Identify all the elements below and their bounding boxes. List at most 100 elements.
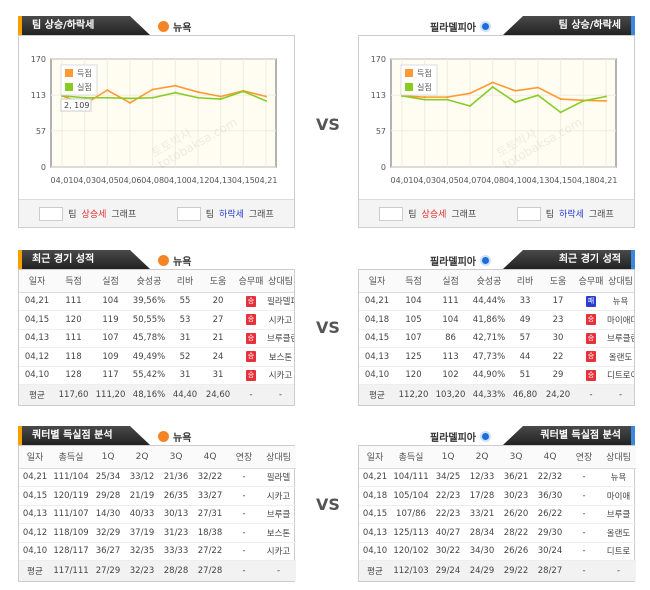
table-cell: - xyxy=(227,560,261,581)
table-cell: 04,13 xyxy=(362,527,388,538)
team-label: 필라델피아 xyxy=(430,19,491,34)
graph-icon xyxy=(176,206,201,221)
team-name: 뉴욕 xyxy=(173,257,192,268)
opponent-cell: 올랜도 xyxy=(606,528,631,539)
data-point xyxy=(537,94,539,97)
vs-label: VS xyxy=(316,115,340,134)
table-row: 04,21 111/104 25/34 33/12 21/36 32/22 - 필라델 xyxy=(19,468,296,487)
table-cell: 04,10 xyxy=(24,370,50,381)
y-tick-label: 57 xyxy=(36,127,46,136)
line-chart: 04,01 04,03 04,05 04,07 04,08 04,10 04,13 04,15… xyxy=(371,55,618,185)
team-name: 필라델피아 xyxy=(430,23,476,34)
table-cell: 24 xyxy=(212,351,224,362)
table-cell: - xyxy=(242,472,246,483)
data-point xyxy=(423,98,426,101)
graph-icon xyxy=(379,206,404,221)
table-cell: 36/30 xyxy=(537,490,563,501)
table-cell: 50,55% xyxy=(132,314,166,325)
x-tick-label: 04,03 xyxy=(413,176,436,185)
quarter-title: 쿼터별 득실점 분석 xyxy=(18,426,150,445)
table-cell: 27/22 xyxy=(197,546,223,557)
result-cell: 승 xyxy=(235,292,267,311)
table-row: 04,18 105/104 22/23 17/28 30/23 36/30 - 마이애 xyxy=(359,487,636,505)
table-cell: - xyxy=(575,384,607,405)
data-point xyxy=(514,89,517,92)
result-cell: 승 xyxy=(235,366,267,385)
column-header: 총득실 xyxy=(51,446,91,469)
table-cell: 21 xyxy=(212,333,224,344)
table-cell: 04,10 xyxy=(362,546,388,557)
x-tick-label: 04,10 xyxy=(504,176,527,185)
column-header: 4Q xyxy=(193,446,227,469)
y-tick-label: 0 xyxy=(41,163,46,172)
data-point xyxy=(491,81,494,84)
x-tick-label: 04,05 xyxy=(436,176,459,185)
table-cell: 27/28 xyxy=(193,560,227,581)
up-trend-graph-button[interactable]: 팀 상승세 그래프 xyxy=(39,206,137,221)
up-trend-graph-button[interactable]: 팀 상승세 그래프 xyxy=(379,206,476,221)
graph-icon xyxy=(39,206,64,221)
table-cell: - xyxy=(242,546,246,557)
header-row: 일자 득점 실점 슛성공 리바 도움 승무패 상대팀 xyxy=(359,270,634,293)
team-name: 뉴욕 xyxy=(173,23,192,34)
result-badge: 승 xyxy=(586,351,596,363)
right-quarter-panel: 필라델피아 쿼터별 득실점 분석 일자 총득실 1Q 2Q 3Q 4Q 연장 상대팀 04,21… xyxy=(358,426,636,582)
table-cell: 105 xyxy=(405,314,422,325)
right-recent-panel: 필라델피아 최근 경기 성적 일자 득점 실점 슛성공 리바 도움 승무패 상대팀 04,21 1… xyxy=(358,250,635,406)
recent-games-table: 일자 득점 실점 슛성공 리바 도움 승무패 상대팀 04,21 111 104 39,56% 55 20… xyxy=(19,270,294,405)
table-cell: 28/22 xyxy=(503,527,529,538)
down-trend-graph-button[interactable]: 팀 하락세 그래프 xyxy=(516,206,614,221)
down-trend-graph-button[interactable]: 팀 하락세 그래프 xyxy=(176,206,274,221)
column-header: 연장 xyxy=(227,446,261,469)
result-badge: 승 xyxy=(246,332,256,344)
legend-label: 득점 xyxy=(77,68,92,78)
result-cell: 승 xyxy=(575,311,607,330)
table-cell: 55,42% xyxy=(132,370,166,381)
table-cell: 42,71% xyxy=(472,333,506,344)
table-cell: 26/35 xyxy=(163,490,189,501)
legend-swatch xyxy=(405,69,413,77)
table-cell: 102 xyxy=(442,370,459,381)
result-cell: 승 xyxy=(235,329,267,348)
table-cell: 33/12 xyxy=(129,472,155,483)
header-row: 일자 총득실 1Q 2Q 3Q 4Q 연장 상대팀 xyxy=(19,446,296,469)
column-header: 1Q xyxy=(431,446,465,469)
x-tick-label: 04,13 xyxy=(209,176,232,185)
table-cell: 120 xyxy=(65,314,82,325)
label: 하락세 xyxy=(559,210,584,220)
table-cell: - xyxy=(582,527,586,538)
data-point xyxy=(469,92,471,95)
table-cell: 46,80 xyxy=(509,384,541,405)
data-point xyxy=(219,98,222,101)
table-cell: 22/32 xyxy=(537,472,563,483)
table-cell: 44,44% xyxy=(472,296,506,307)
table-cell: 04,18 xyxy=(362,490,388,501)
x-tick-label: 04,01 xyxy=(51,176,74,185)
vs-label: VS xyxy=(316,318,340,337)
table-cell: 28/28 xyxy=(159,560,193,581)
data-point xyxy=(605,95,607,98)
opponent-cell: 시카고 xyxy=(268,315,293,326)
table-row: 04,21 111 104 39,56% 55 20 승 필라델피 xyxy=(19,292,294,311)
table-cell: 04,21 xyxy=(362,472,388,483)
table-cell: 30/13 xyxy=(163,509,189,520)
label: 그래프 xyxy=(248,210,274,220)
column-header: 총득실 xyxy=(391,446,431,469)
table-cell: 40/33 xyxy=(129,509,155,520)
x-tick-label: 04,10 xyxy=(164,176,187,185)
76ers-logo-icon xyxy=(480,255,491,266)
label: 그래프 xyxy=(111,210,137,220)
table-cell: 86 xyxy=(445,333,456,344)
table-cell: 44 xyxy=(519,351,531,362)
label: 팀 xyxy=(68,210,77,220)
result-badge: 패 xyxy=(586,295,596,307)
team-name: 필라델피아 xyxy=(430,433,476,444)
column-header: 승무패 xyxy=(575,270,607,293)
table-row: 04,10 120 102 44,90% 51 29 승 디트로이 xyxy=(359,366,634,385)
table-cell: 27/29 xyxy=(91,560,125,581)
header-row: 일자 득점 실점 슛성공 리바 도움 승무패 상대팀 xyxy=(19,270,294,293)
data-point xyxy=(174,84,177,87)
table-cell: 44,33% xyxy=(469,384,509,405)
table-cell: 28/34 xyxy=(469,527,495,538)
table-cell: 04,15 xyxy=(24,314,50,325)
